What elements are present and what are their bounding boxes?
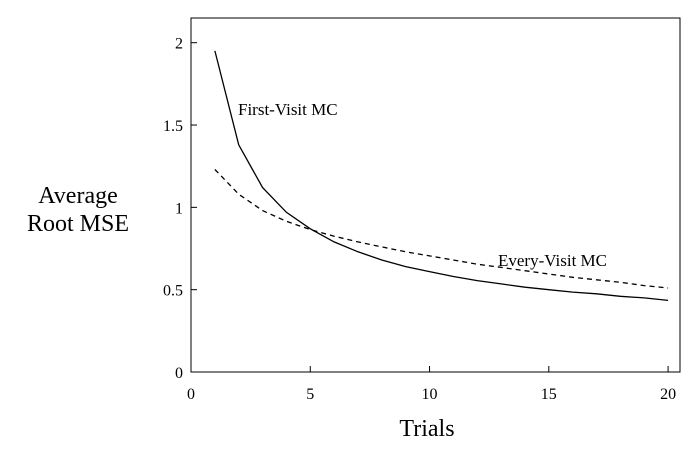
y-tick-label: 0.5	[163, 283, 183, 300]
plot-frame	[190, 17, 681, 373]
x-tick-label: 15	[541, 386, 557, 403]
y-tick-label: 1.5	[163, 118, 183, 135]
x-axis-title: Trials	[399, 416, 454, 442]
y-axis-title-line1: Average	[38, 183, 118, 209]
ticks: 0 5 10 15 20 0 0.5 1 1.5 2	[163, 36, 676, 403]
every-visit-line	[214, 169, 669, 289]
y-axis-title-line2: Root MSE	[27, 211, 129, 237]
series-layer	[214, 50, 669, 302]
x-tick-label: 10	[422, 386, 438, 403]
y-tick-label: 2	[175, 36, 183, 53]
first-visit-line	[214, 50, 669, 302]
y-tick-label: 0	[175, 365, 183, 382]
x-tick-label: 0	[187, 386, 195, 403]
x-tick-label: 20	[660, 386, 676, 403]
every-visit-label: Every-Visit MC	[498, 251, 607, 270]
y-tick-label: 1	[175, 200, 183, 217]
x-tick-label: 5	[306, 386, 314, 403]
first-visit-label: First-Visit MC	[238, 100, 338, 119]
